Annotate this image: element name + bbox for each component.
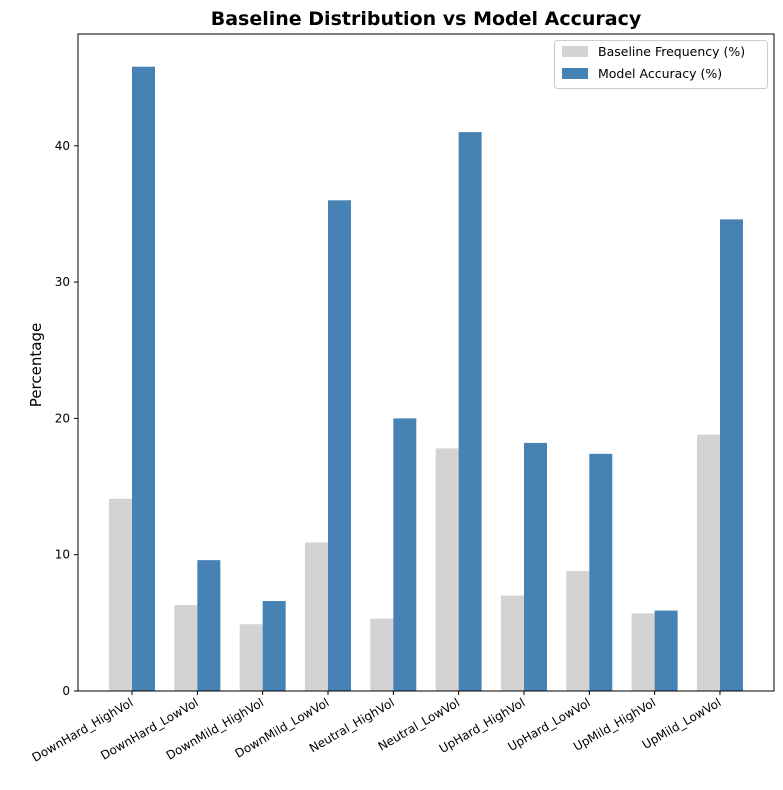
y-tick-label-3: 30 xyxy=(55,275,70,289)
accuracy-bar-0 xyxy=(132,66,155,691)
baseline-bar-4 xyxy=(370,618,394,691)
baseline-bar-8 xyxy=(631,613,655,691)
y-tick-label-4: 40 xyxy=(55,139,70,153)
accuracy-bar-4 xyxy=(393,418,417,691)
baseline-bar-3 xyxy=(304,542,328,691)
y-tick-label-0: 0 xyxy=(62,684,70,698)
accuracy-bar-1 xyxy=(197,560,221,691)
legend-label-accuracy: Model Accuracy (%) xyxy=(598,66,722,81)
baseline-bar-5 xyxy=(435,448,459,691)
accuracy-bar-2 xyxy=(262,601,286,691)
accuracy-bar-7 xyxy=(589,453,613,691)
bars xyxy=(109,66,743,692)
legend: Baseline Frequency (%) Model Accuracy (%… xyxy=(554,40,768,89)
y-tick-label-1: 10 xyxy=(55,548,70,562)
accuracy-bar-5 xyxy=(458,132,482,691)
y-axis-label: Percentage xyxy=(27,323,45,407)
baseline-bar-9 xyxy=(696,434,720,691)
baseline-bar-2 xyxy=(239,624,263,691)
baseline-bar-6 xyxy=(500,595,524,691)
y-tick-label-2: 20 xyxy=(55,411,70,425)
legend-label-baseline: Baseline Frequency (%) xyxy=(598,44,745,59)
y-ticks: 0 10 20 30 40 xyxy=(55,139,78,698)
accuracy-bar-9 xyxy=(719,219,743,691)
accuracy-bar-8 xyxy=(654,610,678,691)
baseline-bar-0 xyxy=(109,498,132,691)
x-ticks: DownHard_HighVolDownHard_LowVolDownMild_… xyxy=(30,691,723,765)
legend-swatch-accuracy xyxy=(562,68,588,79)
chart-title: Baseline Distribution vs Model Accuracy xyxy=(211,8,642,30)
legend-swatch-baseline xyxy=(562,46,588,57)
accuracy-bar-3 xyxy=(327,200,351,692)
baseline-bar-1 xyxy=(174,605,198,691)
baseline-bar-7 xyxy=(566,571,590,691)
legend-frame xyxy=(554,40,768,89)
accuracy-bar-6 xyxy=(523,442,547,691)
plot-frame xyxy=(77,33,775,692)
